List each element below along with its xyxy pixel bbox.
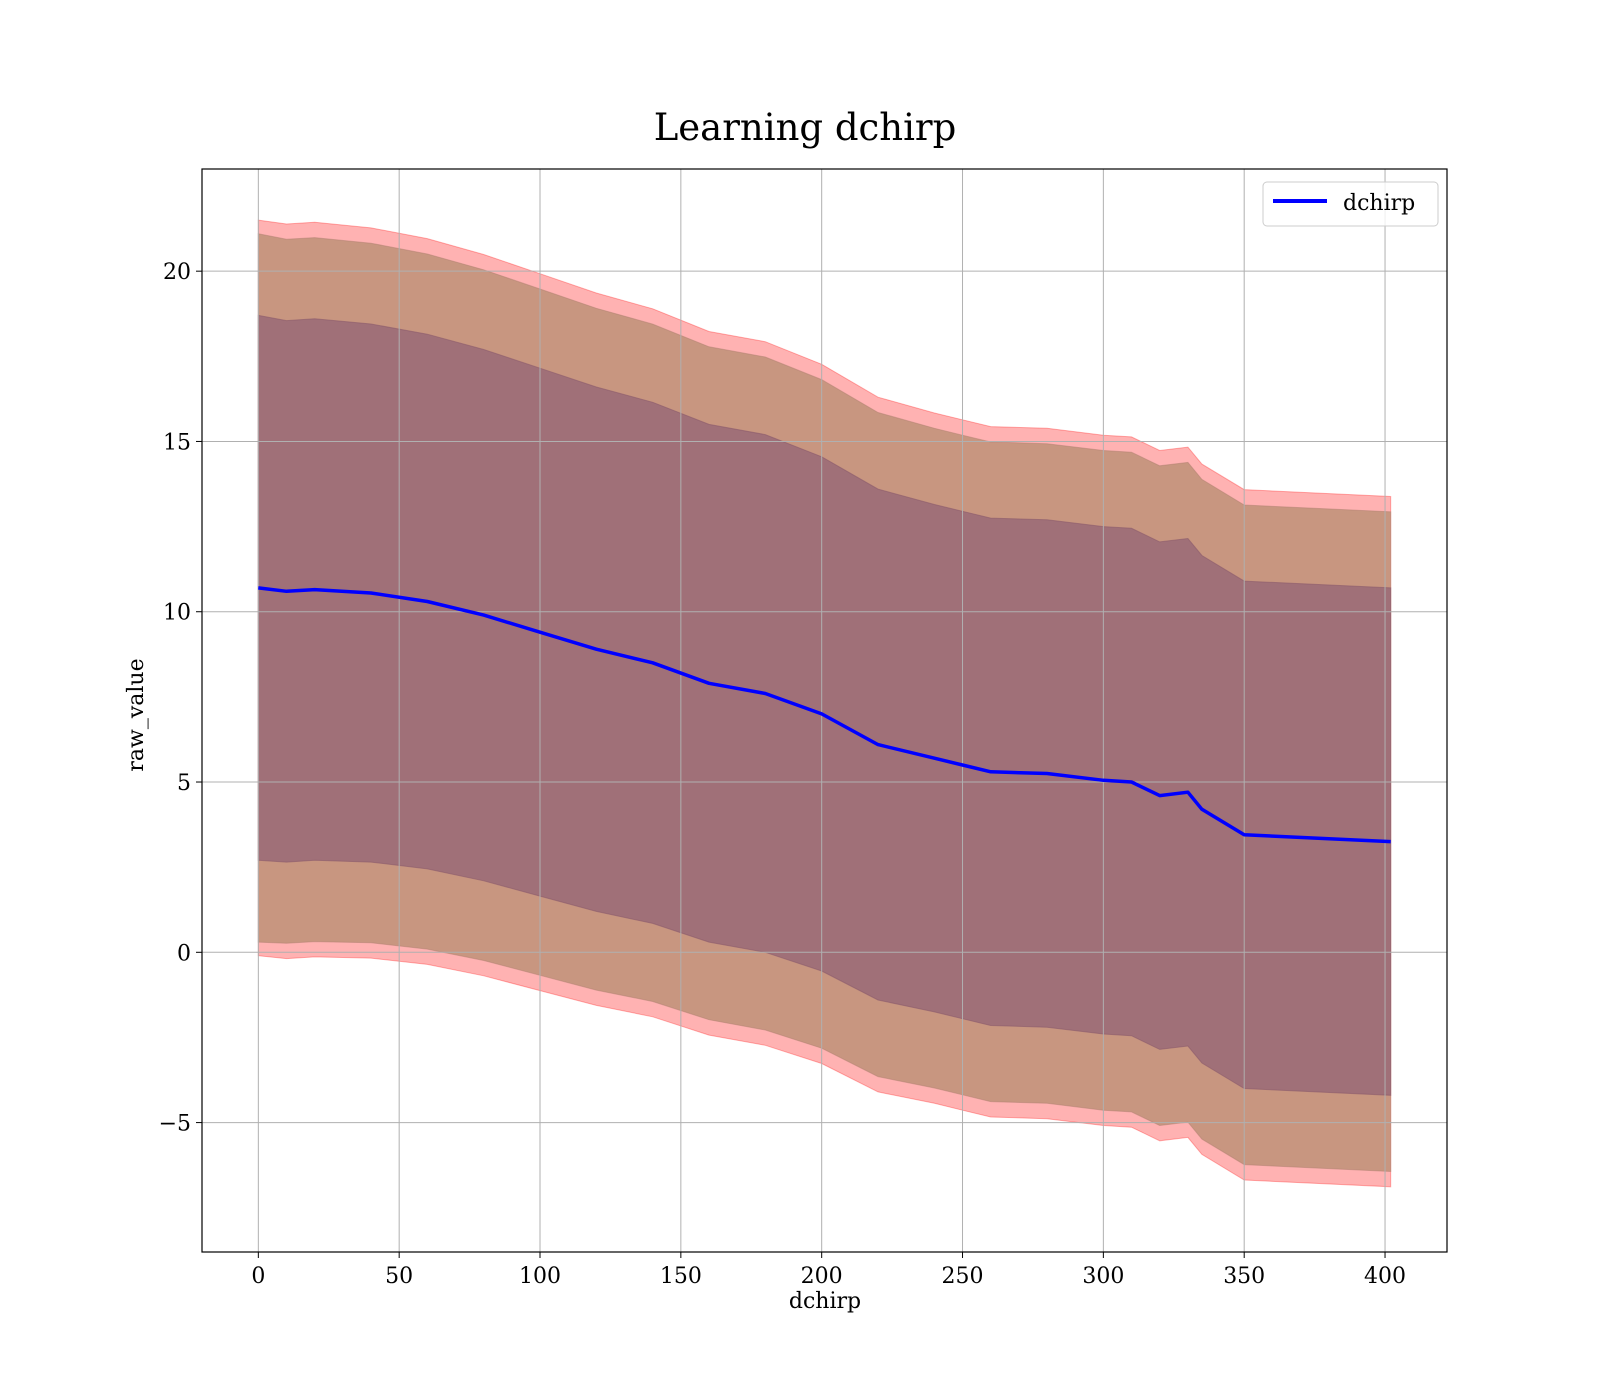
y-tick-label: 10 <box>163 601 191 626</box>
series-line-dchirp <box>258 586 1391 844</box>
x-tick-label: 350 <box>1223 1264 1265 1289</box>
band-inner <box>257 314 1392 1096</box>
x-tick-label: 300 <box>1082 1264 1124 1289</box>
y-tick-label: 15 <box>163 430 191 455</box>
legend-box <box>1262 181 1439 227</box>
y-axis-title: raw_value <box>124 658 149 771</box>
x-tick-label: 50 <box>385 1264 413 1289</box>
x-tick-label: 100 <box>519 1264 561 1289</box>
legend: dchirp <box>1262 181 1439 227</box>
x-axis: 0 50 100 150 200 250 300 350 400 <box>251 1252 1406 1289</box>
y-tick-label: 0 <box>177 941 191 966</box>
y-tick-label: −5 <box>159 1112 191 1137</box>
confidence-bands <box>257 219 1392 1188</box>
x-tick-label: 150 <box>660 1264 702 1289</box>
y-tick-label: 20 <box>163 260 191 285</box>
x-tick-label: 250 <box>942 1264 984 1289</box>
plot-frame <box>201 168 1448 1253</box>
x-tick-label: 0 <box>251 1264 265 1289</box>
y-tick-label: 5 <box>177 771 191 796</box>
x-tick-label: 200 <box>801 1264 843 1289</box>
legend-label-dchirp: dchirp <box>1343 191 1415 216</box>
x-tick-label: 400 <box>1364 1264 1406 1289</box>
x-axis-title: dchirp <box>789 1289 861 1314</box>
grid <box>202 169 1447 1252</box>
y-axis: −5 0 5 10 15 20 <box>159 260 202 1137</box>
series-lines <box>258 586 1391 844</box>
chart-title: Learning dchirp <box>654 106 957 149</box>
plot-area <box>201 168 1448 1253</box>
